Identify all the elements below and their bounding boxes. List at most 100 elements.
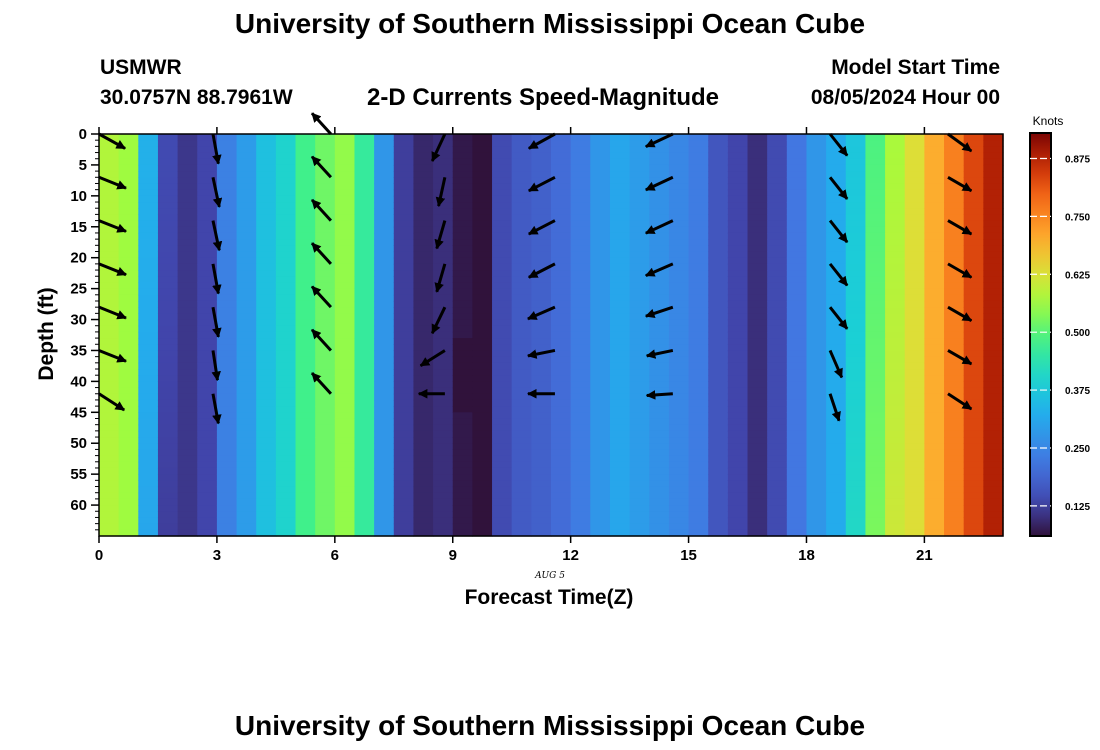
current-vector-arrow	[828, 393, 841, 422]
heatmap-cell	[472, 294, 493, 302]
heatmap-cell	[865, 492, 886, 500]
heatmap-cell	[826, 331, 847, 339]
heatmap-cell	[315, 455, 336, 463]
heatmap-cell	[433, 455, 454, 463]
heatmap-cell	[157, 331, 179, 339]
heatmap-cell	[99, 134, 120, 141]
heatmap-cell	[236, 412, 257, 420]
heatmap-cell	[629, 146, 650, 154]
heatmap-cell	[374, 140, 395, 147]
heatmap-cell	[708, 282, 729, 290]
heatmap-cell	[354, 399, 375, 407]
heatmap-cell	[551, 263, 572, 271]
heatmap-cell	[492, 214, 513, 222]
heatmap-cell	[531, 134, 552, 141]
heatmap-cell	[904, 134, 925, 141]
heatmap-cell	[256, 158, 277, 166]
heatmap-cell	[629, 220, 650, 228]
heatmap-cell	[334, 437, 356, 444]
heatmap-cell	[865, 505, 886, 512]
heatmap-cell	[492, 134, 513, 141]
heatmap-cell	[275, 257, 297, 265]
heatmap-cell	[767, 455, 788, 463]
heatmap-cell	[904, 523, 925, 531]
heatmap-cell	[767, 443, 788, 451]
heatmap-cell	[177, 412, 198, 420]
heatmap-cell	[904, 202, 925, 209]
heatmap-cell	[767, 239, 788, 246]
heatmap-cell	[99, 505, 120, 512]
heatmap-cell	[944, 152, 965, 160]
heatmap-cell	[904, 486, 925, 494]
heatmap-cell	[924, 523, 945, 531]
heatmap-cell	[118, 214, 139, 222]
heatmap-cell	[99, 171, 120, 178]
heatmap-cell	[904, 171, 925, 178]
heatmap-cell	[786, 164, 808, 172]
heatmap-cell	[197, 449, 218, 457]
heatmap-cell	[668, 171, 690, 178]
heatmap-cell	[963, 325, 984, 333]
heatmap-cell	[727, 251, 749, 259]
heatmap-cell	[983, 331, 1004, 339]
heatmap-cell	[983, 406, 1004, 413]
heatmap-cell	[609, 183, 631, 191]
heatmap-cell	[983, 437, 1004, 444]
heatmap-cell	[786, 356, 808, 364]
heatmap-cell	[118, 369, 139, 376]
heatmap-cell	[492, 282, 513, 290]
heatmap-cell	[551, 350, 572, 358]
heatmap-cell	[747, 375, 768, 382]
heatmap-cell	[609, 152, 631, 160]
heatmap-cell	[963, 437, 984, 444]
heatmap-cell	[99, 331, 120, 339]
heatmap-cell	[315, 239, 336, 246]
heatmap-cell	[236, 523, 257, 531]
heatmap-cell	[374, 344, 395, 352]
heatmap-cell	[177, 406, 198, 413]
y-tick-label: 60	[70, 497, 87, 514]
current-vector-arrow	[947, 262, 973, 279]
heatmap-cell	[767, 195, 788, 203]
heatmap-cell	[413, 164, 434, 172]
heatmap-cell	[99, 369, 120, 376]
current-vector-arrow	[644, 175, 674, 192]
heatmap-cell	[354, 338, 375, 345]
heatmap-cell	[688, 177, 709, 185]
heatmap-cell	[963, 461, 984, 469]
heatmap-cell	[727, 208, 749, 215]
heatmap-cell	[157, 338, 179, 345]
heatmap-cell	[551, 387, 572, 395]
heatmap-cell	[177, 307, 198, 314]
heatmap-cell	[983, 164, 1004, 172]
heatmap-cell	[275, 171, 297, 178]
heatmap-cell	[590, 214, 611, 222]
heatmap-cell	[963, 418, 984, 426]
heatmap-cell	[236, 158, 257, 166]
heatmap-cell	[334, 393, 356, 401]
heatmap-cell	[374, 202, 395, 209]
heatmap-cell	[433, 146, 454, 154]
heatmap-cell	[354, 393, 375, 401]
heatmap-cell	[275, 381, 297, 389]
heatmap-cell	[551, 430, 572, 438]
heatmap-cell	[275, 486, 297, 494]
heatmap-cell	[767, 437, 788, 444]
heatmap-cell	[256, 412, 277, 420]
heatmap-cell	[727, 152, 749, 160]
heatmap-cell	[609, 412, 631, 420]
heatmap-cell	[727, 134, 749, 141]
current-vector-arrow	[527, 219, 556, 236]
heatmap-cell	[472, 418, 493, 426]
heatmap-cell	[865, 480, 886, 488]
heatmap-cell	[236, 443, 257, 451]
heatmap-cell	[413, 437, 434, 444]
heatmap-cell	[924, 344, 945, 352]
heatmap-cell	[904, 164, 925, 172]
heatmap-cell	[334, 406, 356, 413]
heatmap-cell	[865, 152, 886, 160]
heatmap-cell	[570, 393, 591, 401]
heatmap-cell	[315, 492, 336, 500]
heatmap-cell	[944, 300, 965, 308]
heatmap-cell	[256, 183, 277, 191]
